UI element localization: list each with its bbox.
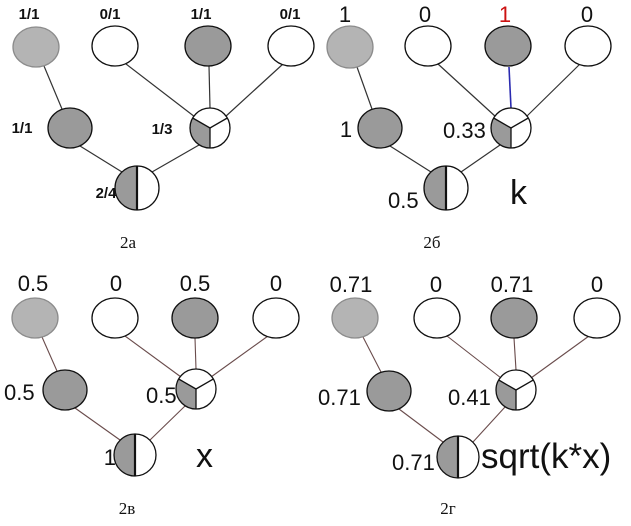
top-node-label: 0.5 <box>180 271 211 296</box>
top-node-1 <box>331 297 379 339</box>
mid-split-label: 0.41 <box>448 385 491 410</box>
top-node-label: 1/1 <box>191 6 212 23</box>
formula-label: k <box>510 174 528 212</box>
edge <box>149 405 186 441</box>
bottom-node-half <box>436 435 480 479</box>
mid-split-label: 0.33 <box>443 118 486 143</box>
edge <box>362 336 382 373</box>
bottom-node-label: 0.5 <box>388 188 419 213</box>
panel-2a: 1/1 0/1 1/1 0/1 1/1 1/3 2/4 2а <box>12 6 315 252</box>
formula-label: sqrt(k*x) <box>481 437 611 476</box>
mid-left-label: 1/1 <box>12 120 33 137</box>
edge <box>210 335 269 378</box>
top-node-label: 1/1 <box>19 6 40 23</box>
mid-left-node <box>357 107 403 149</box>
panel-2g: 0.71 0 0.71 0 0.71 0.41 0.71 sqrt(k*x) 2… <box>318 272 621 518</box>
top-node-1 <box>11 297 59 339</box>
top-node-label: 0.5 <box>18 271 49 296</box>
edge <box>446 335 502 379</box>
node-sector-filled <box>115 166 137 210</box>
top-node-label: 1 <box>339 2 351 27</box>
top-node-label: 0 <box>430 272 442 297</box>
panel-caption: 2а <box>120 233 137 252</box>
top-node-1 <box>326 25 374 69</box>
edge <box>208 65 211 109</box>
mid-left-label: 1 <box>340 117 352 142</box>
top-node-label: 0.71 <box>330 272 373 297</box>
panel-caption: 2б <box>423 233 440 252</box>
edge <box>194 337 197 370</box>
edge <box>43 65 63 110</box>
mid-split-label: 1/3 <box>152 121 173 138</box>
bottom-node-half <box>113 433 157 477</box>
split-node-three-way <box>175 368 217 410</box>
bottom-node-label: 0.71 <box>392 450 435 475</box>
bottom-node-label: 1 <box>104 445 116 470</box>
top-node-label: 0 <box>581 2 593 27</box>
top-node-2 <box>413 297 461 339</box>
mid-left-node <box>42 369 88 411</box>
mid-left-label: 0.5 <box>4 380 35 405</box>
panel-caption: 2г <box>440 499 456 518</box>
edge <box>356 66 373 110</box>
split-node-three-way <box>490 107 532 149</box>
top-node-label: 0.71 <box>491 272 534 297</box>
edge <box>513 337 517 371</box>
mid-split-label: 0.5 <box>146 383 177 408</box>
top-node-label: 1 <box>499 2 511 27</box>
edge <box>79 145 123 173</box>
panel-caption: 2в <box>119 499 136 518</box>
edge <box>398 408 444 443</box>
top-node-1 <box>12 26 60 68</box>
edge <box>151 144 200 173</box>
mid-left-label: 0.71 <box>318 385 361 410</box>
top-node-2 <box>91 297 139 339</box>
node-sector-filled <box>437 436 458 478</box>
edge <box>508 66 512 109</box>
top-node-2 <box>404 25 452 67</box>
panel-2v: 0.5 0 0.5 0 0.5 0.5 1 x 2в <box>4 271 300 518</box>
split-node-three-way <box>189 107 231 149</box>
edge <box>525 63 581 118</box>
top-node-4 <box>564 25 612 67</box>
bottom-node-half <box>423 165 469 211</box>
top-node-3 <box>171 297 219 339</box>
top-node-label: 0 <box>110 271 122 296</box>
edge <box>530 335 590 379</box>
edge <box>389 145 432 173</box>
edge <box>124 335 182 378</box>
top-node-label: 0 <box>270 271 282 296</box>
top-node-4 <box>573 297 621 339</box>
formula-label: x <box>196 437 213 475</box>
top-node-3 <box>490 297 538 339</box>
node-sector-filled <box>114 434 135 476</box>
bottom-node-half <box>114 165 160 211</box>
top-node-label: 0 <box>591 272 603 297</box>
top-node-label: 0 <box>419 2 431 27</box>
top-node-2 <box>91 25 139 67</box>
edge <box>472 406 506 443</box>
mid-left-node <box>47 107 93 149</box>
edge <box>125 63 196 118</box>
edge <box>224 63 284 118</box>
panel-2b: 1 0 1 0 1 0.33 0.5 k 2б <box>326 2 612 252</box>
bottom-node-label: 2/4 <box>96 185 118 202</box>
edge <box>437 63 497 118</box>
split-node-three-way <box>495 369 537 411</box>
edge <box>41 336 58 372</box>
top-node-3 <box>184 25 232 67</box>
top-node-4 <box>267 25 315 67</box>
top-node-label: 0/1 <box>280 6 301 23</box>
edge <box>460 144 501 173</box>
edge <box>74 407 121 441</box>
mid-left-node <box>366 370 412 412</box>
top-node-label: 0/1 <box>100 6 121 23</box>
top-node-4 <box>252 297 300 339</box>
node-sector-filled <box>424 166 446 210</box>
top-node-3 <box>484 25 532 67</box>
